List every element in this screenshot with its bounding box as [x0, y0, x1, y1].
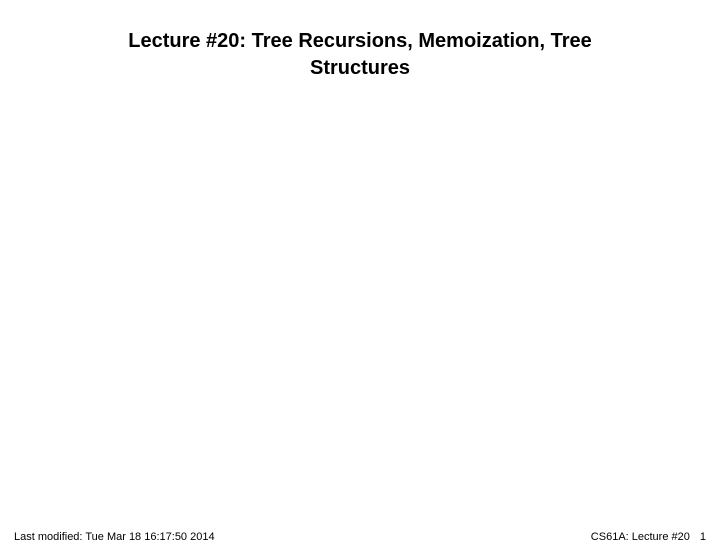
footer-last-modified: Last modified: Tue Mar 18 16:17:50 2014 — [14, 531, 215, 543]
footer-course-label: CS61A: Lecture #20 — [591, 531, 690, 543]
slide-footer: Last modified: Tue Mar 18 16:17:50 2014 … — [0, 531, 720, 543]
footer-right: CS61A: Lecture #20 1 — [591, 531, 706, 543]
footer-page-number: 1 — [700, 531, 706, 543]
slide-title: Lecture #20: Tree Recursions, Memoizatio… — [0, 0, 720, 82]
title-line-1: Lecture #20: Tree Recursions, Memoizatio… — [40, 28, 680, 55]
title-line-2: Structures — [40, 55, 680, 82]
